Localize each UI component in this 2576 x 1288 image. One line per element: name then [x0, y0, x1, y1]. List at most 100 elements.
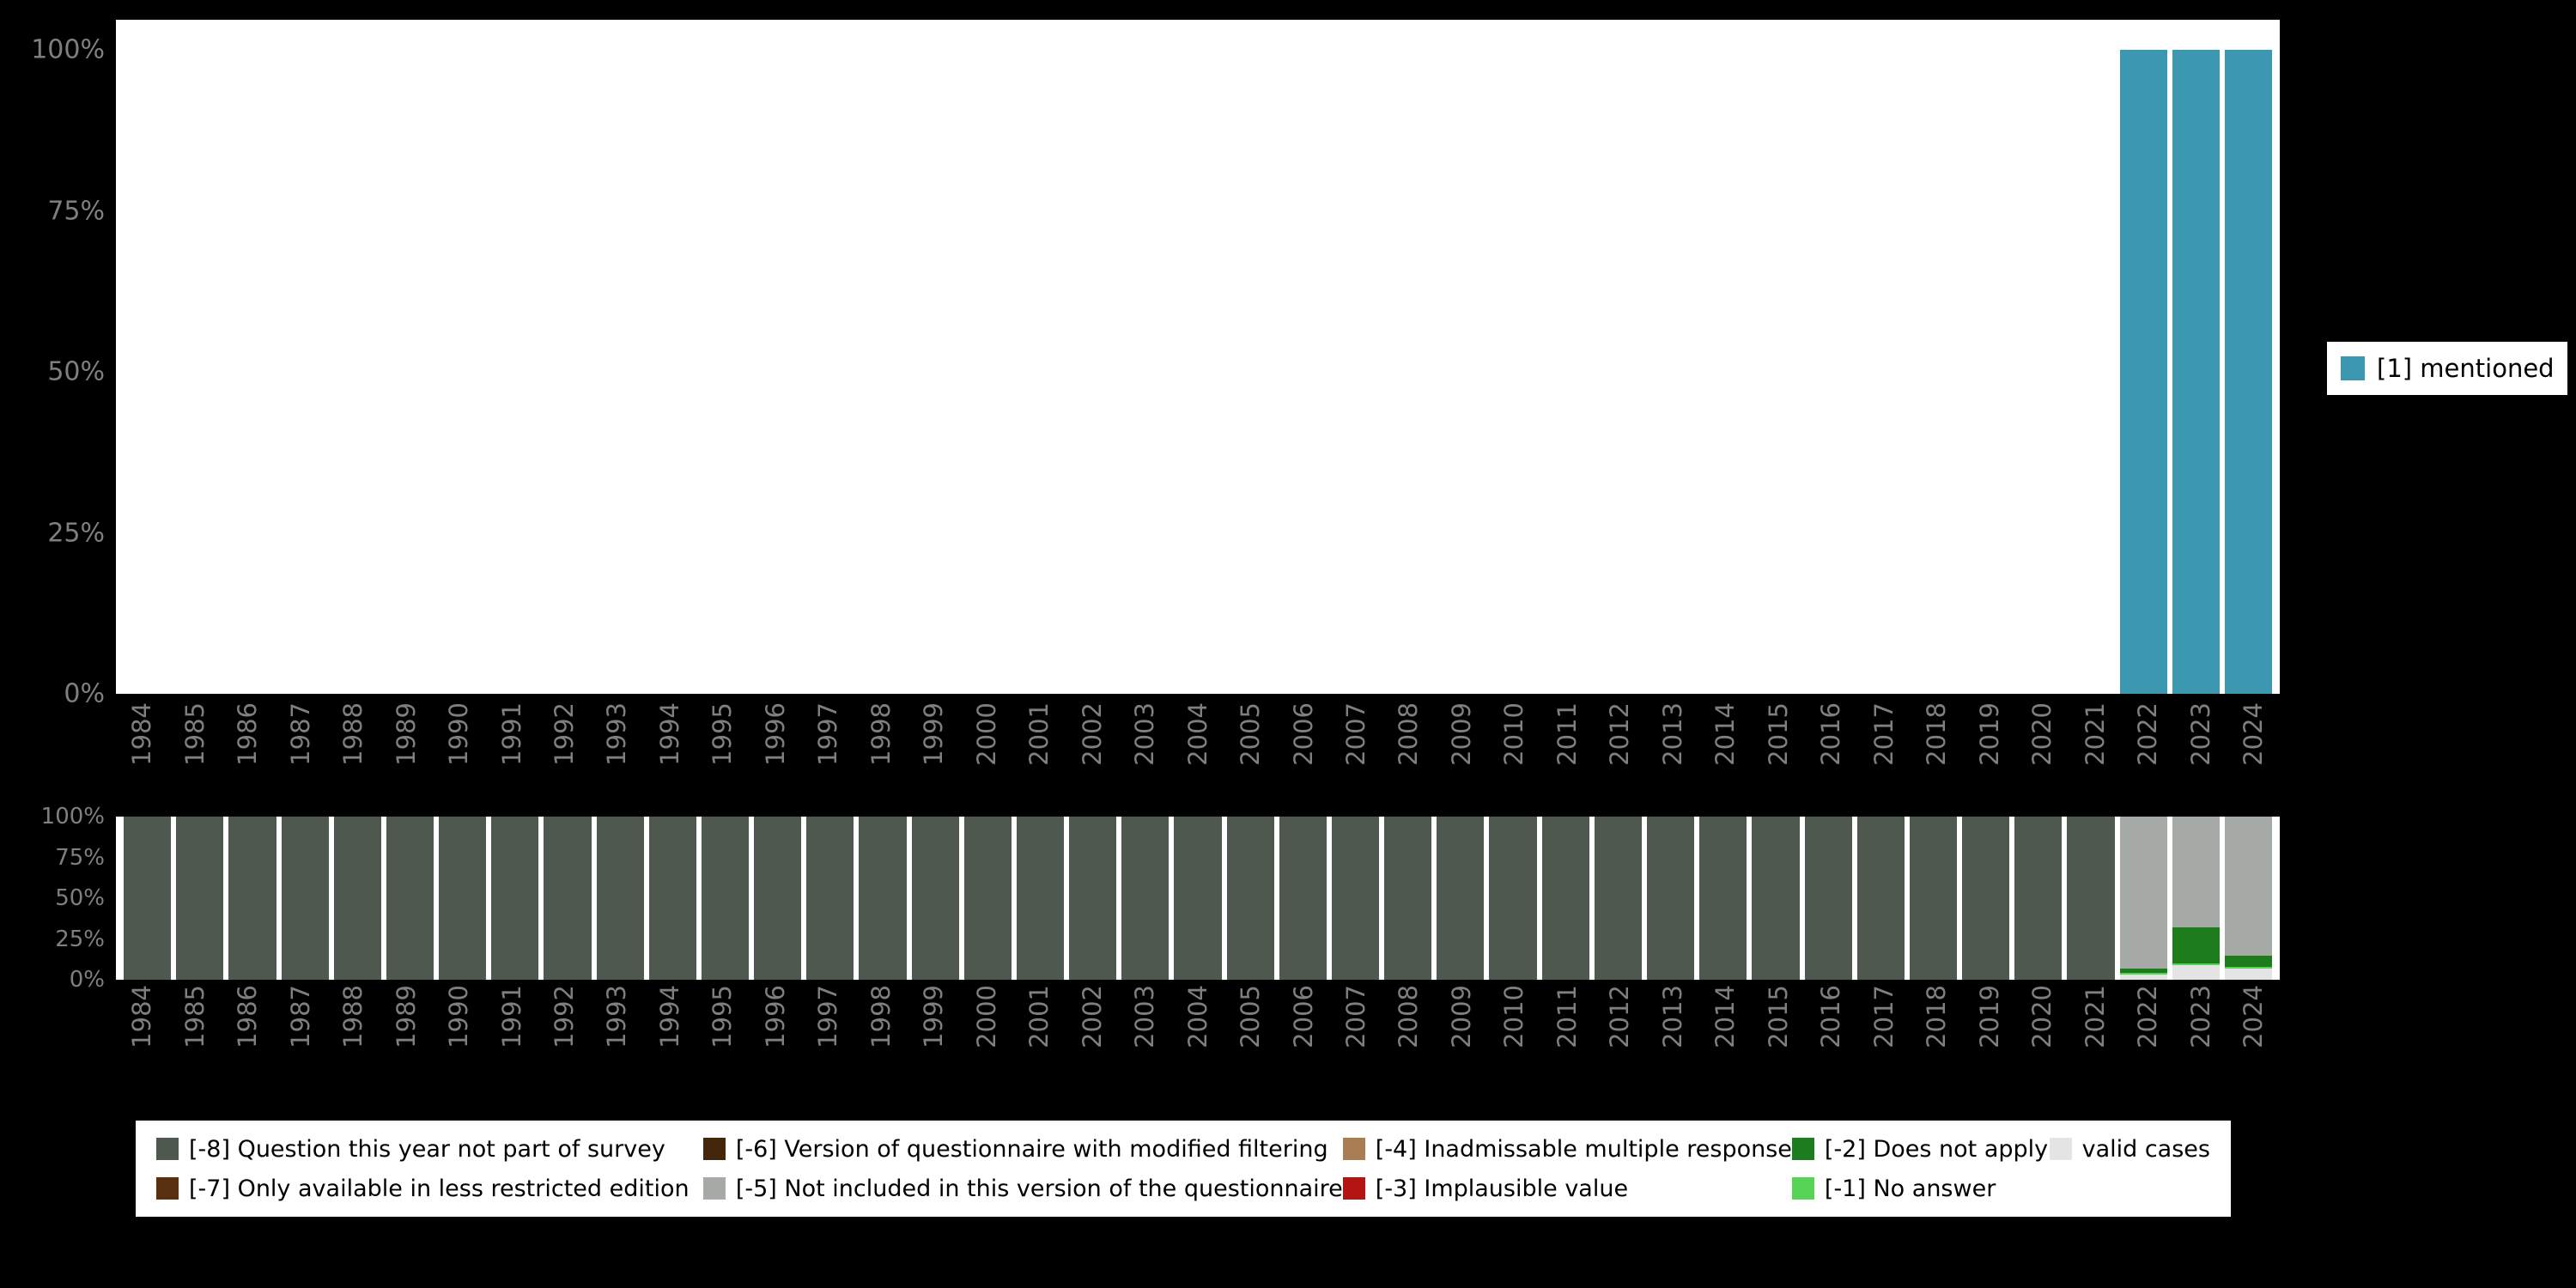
bar-slot: [1171, 50, 1224, 694]
x-tick: 2006: [1277, 702, 1329, 814]
stacked-bar-slot: [2222, 817, 2275, 980]
missing-values-legend-grid: [-8] Question this year not part of surv…: [156, 1129, 2210, 1208]
x-tick-label: 2005: [1236, 985, 1266, 1048]
x-tick: 2013: [1647, 985, 1699, 1097]
bar-slot: [1066, 50, 1119, 694]
stacked-bar-slot: [1907, 817, 1959, 980]
stacked-bar-slot: [1224, 817, 1277, 980]
legend-label: [-6] Version of questionnaire with modif…: [735, 1135, 1328, 1163]
bar-slot: [2012, 50, 2064, 694]
x-tick: 2009: [1436, 985, 1488, 1097]
stacked-bar-slot: [1329, 817, 1382, 980]
stacked-bar-slot: [331, 817, 384, 980]
bar-slot: [1277, 50, 1329, 694]
x-tick-label: 2024: [2238, 702, 2268, 766]
stacked-bar-slot: [594, 817, 647, 980]
segment--8: [1384, 817, 1432, 980]
x-tick-label: 2003: [1130, 702, 1160, 766]
stacked-bar-slot: [436, 817, 489, 980]
x-tick: 1985: [168, 985, 221, 1097]
x-tick: 2017: [1857, 985, 1910, 1097]
y-tick-label: 0%: [69, 967, 105, 993]
x-tick-label: 2000: [971, 985, 1001, 1048]
bottom-chart-x-axis: 1984 1985 1986 1987 1988 1989 1990 1991 1992 1993…: [116, 985, 2280, 1097]
stacked-bar-slot: [647, 817, 699, 980]
stacked-bar-slot: [1486, 817, 1539, 980]
bar-slot: [541, 50, 593, 694]
x-tick: 2020: [2016, 702, 2069, 814]
bar-slot: [384, 50, 436, 694]
legend-swatch: [156, 1138, 179, 1160]
x-tick-label: 1986: [233, 985, 263, 1048]
x-tick-label: 2005: [1236, 702, 1266, 766]
segment--8: [754, 817, 802, 980]
x-tick-label: 2012: [1605, 985, 1635, 1048]
bar-slot: [2117, 50, 2170, 694]
x-tick: 2010: [1488, 985, 1540, 1097]
x-tick-label: 1989: [391, 702, 421, 766]
bar-slot: [1119, 50, 1171, 694]
stacked-bar-slot: [173, 817, 226, 980]
stacked-bar-slot: [856, 817, 908, 980]
bar-slot: [751, 50, 804, 694]
top-chart-y-axis: 100% 75% 50% 25% 0%: [15, 35, 105, 709]
x-tick-label: 2012: [1605, 702, 1635, 766]
bar-slot: [1329, 50, 1382, 694]
segment--8: [1279, 817, 1327, 980]
bar-slot: [173, 50, 226, 694]
x-tick: 1984: [116, 702, 168, 814]
bar-slot: [1697, 50, 1749, 694]
bar-slot: [2064, 50, 2117, 694]
legend-item: [-1] No answer: [1791, 1176, 2050, 1202]
bar-slot: [1959, 50, 2012, 694]
x-tick-label: 2007: [1341, 702, 1371, 766]
stacked-bar-slot: [2012, 817, 2064, 980]
x-tick-label: 2018: [1922, 985, 1952, 1048]
bar-slot: [909, 50, 962, 694]
x-tick-label: 2017: [1868, 702, 1899, 766]
stacked-bar-slot: [1592, 817, 1644, 980]
x-tick: 1995: [696, 985, 749, 1097]
x-tick-label: 2019: [1974, 702, 2004, 766]
legend-item: [-5] Not included in this version of the…: [702, 1176, 1343, 1202]
x-tick-label: 2004: [1182, 702, 1212, 766]
x-tick-label: 2020: [2027, 985, 2057, 1048]
bar-slot: [1592, 50, 1644, 694]
segment--8: [1752, 817, 1800, 980]
x-tick: 1997: [802, 985, 854, 1097]
stacked-bar-slot: [1749, 817, 1801, 980]
mentioned-legend-swatch: [2341, 356, 2365, 380]
x-tick: 2001: [1013, 702, 1066, 814]
x-tick-label: 2022: [2133, 702, 2163, 766]
stacked-bar-slot: [1171, 817, 1224, 980]
segment--8: [2067, 817, 2115, 980]
x-tick-label: 2006: [1288, 702, 1318, 766]
segment--8: [386, 817, 434, 980]
x-tick: 2005: [1224, 702, 1277, 814]
bar-slot: [647, 50, 699, 694]
top-chart-bars: [121, 50, 2275, 694]
x-tick: 2005: [1224, 985, 1277, 1097]
legend-swatch: [702, 1177, 726, 1200]
x-tick: 1989: [380, 985, 432, 1097]
x-tick: 2016: [1805, 985, 1857, 1097]
bar-slot: [1224, 50, 1277, 694]
x-tick: 2022: [2122, 702, 2174, 814]
y-tick-label: 0%: [64, 678, 105, 709]
bar-slot: [1855, 50, 1907, 694]
x-tick: 2021: [2069, 985, 2121, 1097]
stacked-bar-slot: [909, 817, 962, 980]
x-tick-label: 1991: [496, 702, 526, 766]
bar-slot: [2170, 50, 2222, 694]
segment--1: [2119, 973, 2167, 975]
stacked-bar-slot: [1277, 817, 1329, 980]
x-tick-label: 2015: [1763, 702, 1793, 766]
x-tick-label: 1993: [602, 702, 632, 766]
segment--5: [2172, 817, 2220, 928]
x-tick: 2004: [1171, 702, 1224, 814]
legend-swatch: [1342, 1138, 1365, 1160]
bottom-chart-y-axis: 100% 75% 50% 25% 0%: [15, 804, 105, 993]
x-tick: 2003: [1119, 985, 1171, 1097]
stacked-bar-slot: [541, 817, 593, 980]
x-tick-label: 2013: [1657, 702, 1687, 766]
